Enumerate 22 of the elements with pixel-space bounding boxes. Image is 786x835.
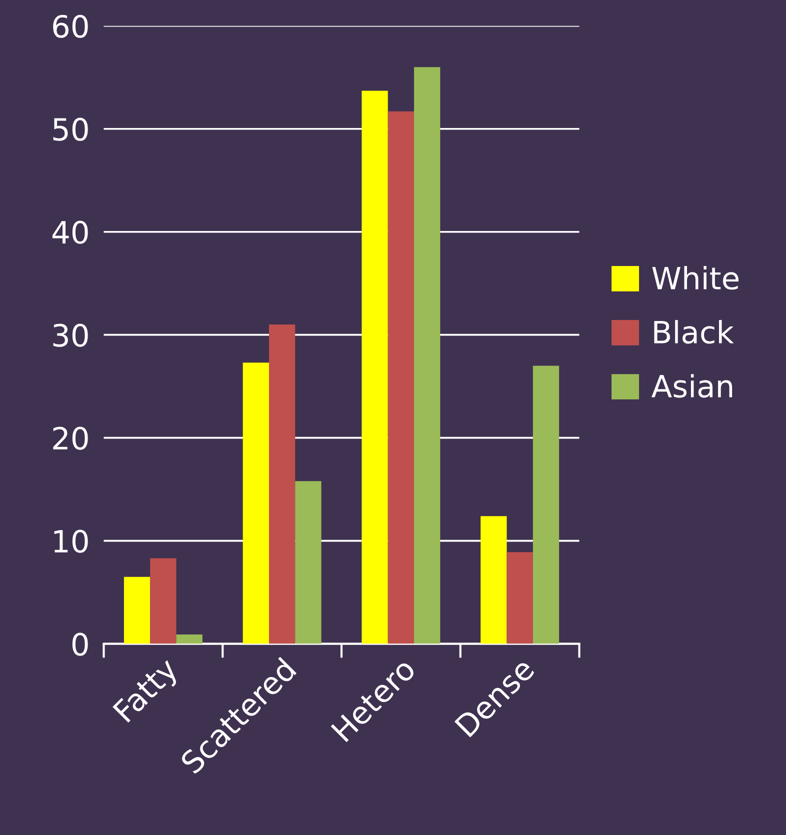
bar [414,67,440,644]
y-tick-label: 30 [53,324,88,347]
y-tick-label: 50 [53,118,88,141]
bar [269,324,296,644]
bar [362,90,388,644]
legend-label: White [652,266,738,290]
y-tick-label: 20 [53,426,88,450]
bar [176,634,202,644]
y-tick-label: 10 [54,530,88,553]
bar [242,362,269,644]
bar [480,516,507,644]
bar [124,576,150,644]
legend-label: Asian [652,374,732,398]
legend-label: Black [654,320,734,344]
y-tick-label: 60 [53,14,88,38]
bar [388,111,414,644]
y-tick-label: 40 [52,220,88,244]
bar [506,552,533,644]
bar [150,558,176,644]
bar [532,366,560,644]
bar [295,481,322,644]
y-tick-label: 0 [72,632,88,656]
